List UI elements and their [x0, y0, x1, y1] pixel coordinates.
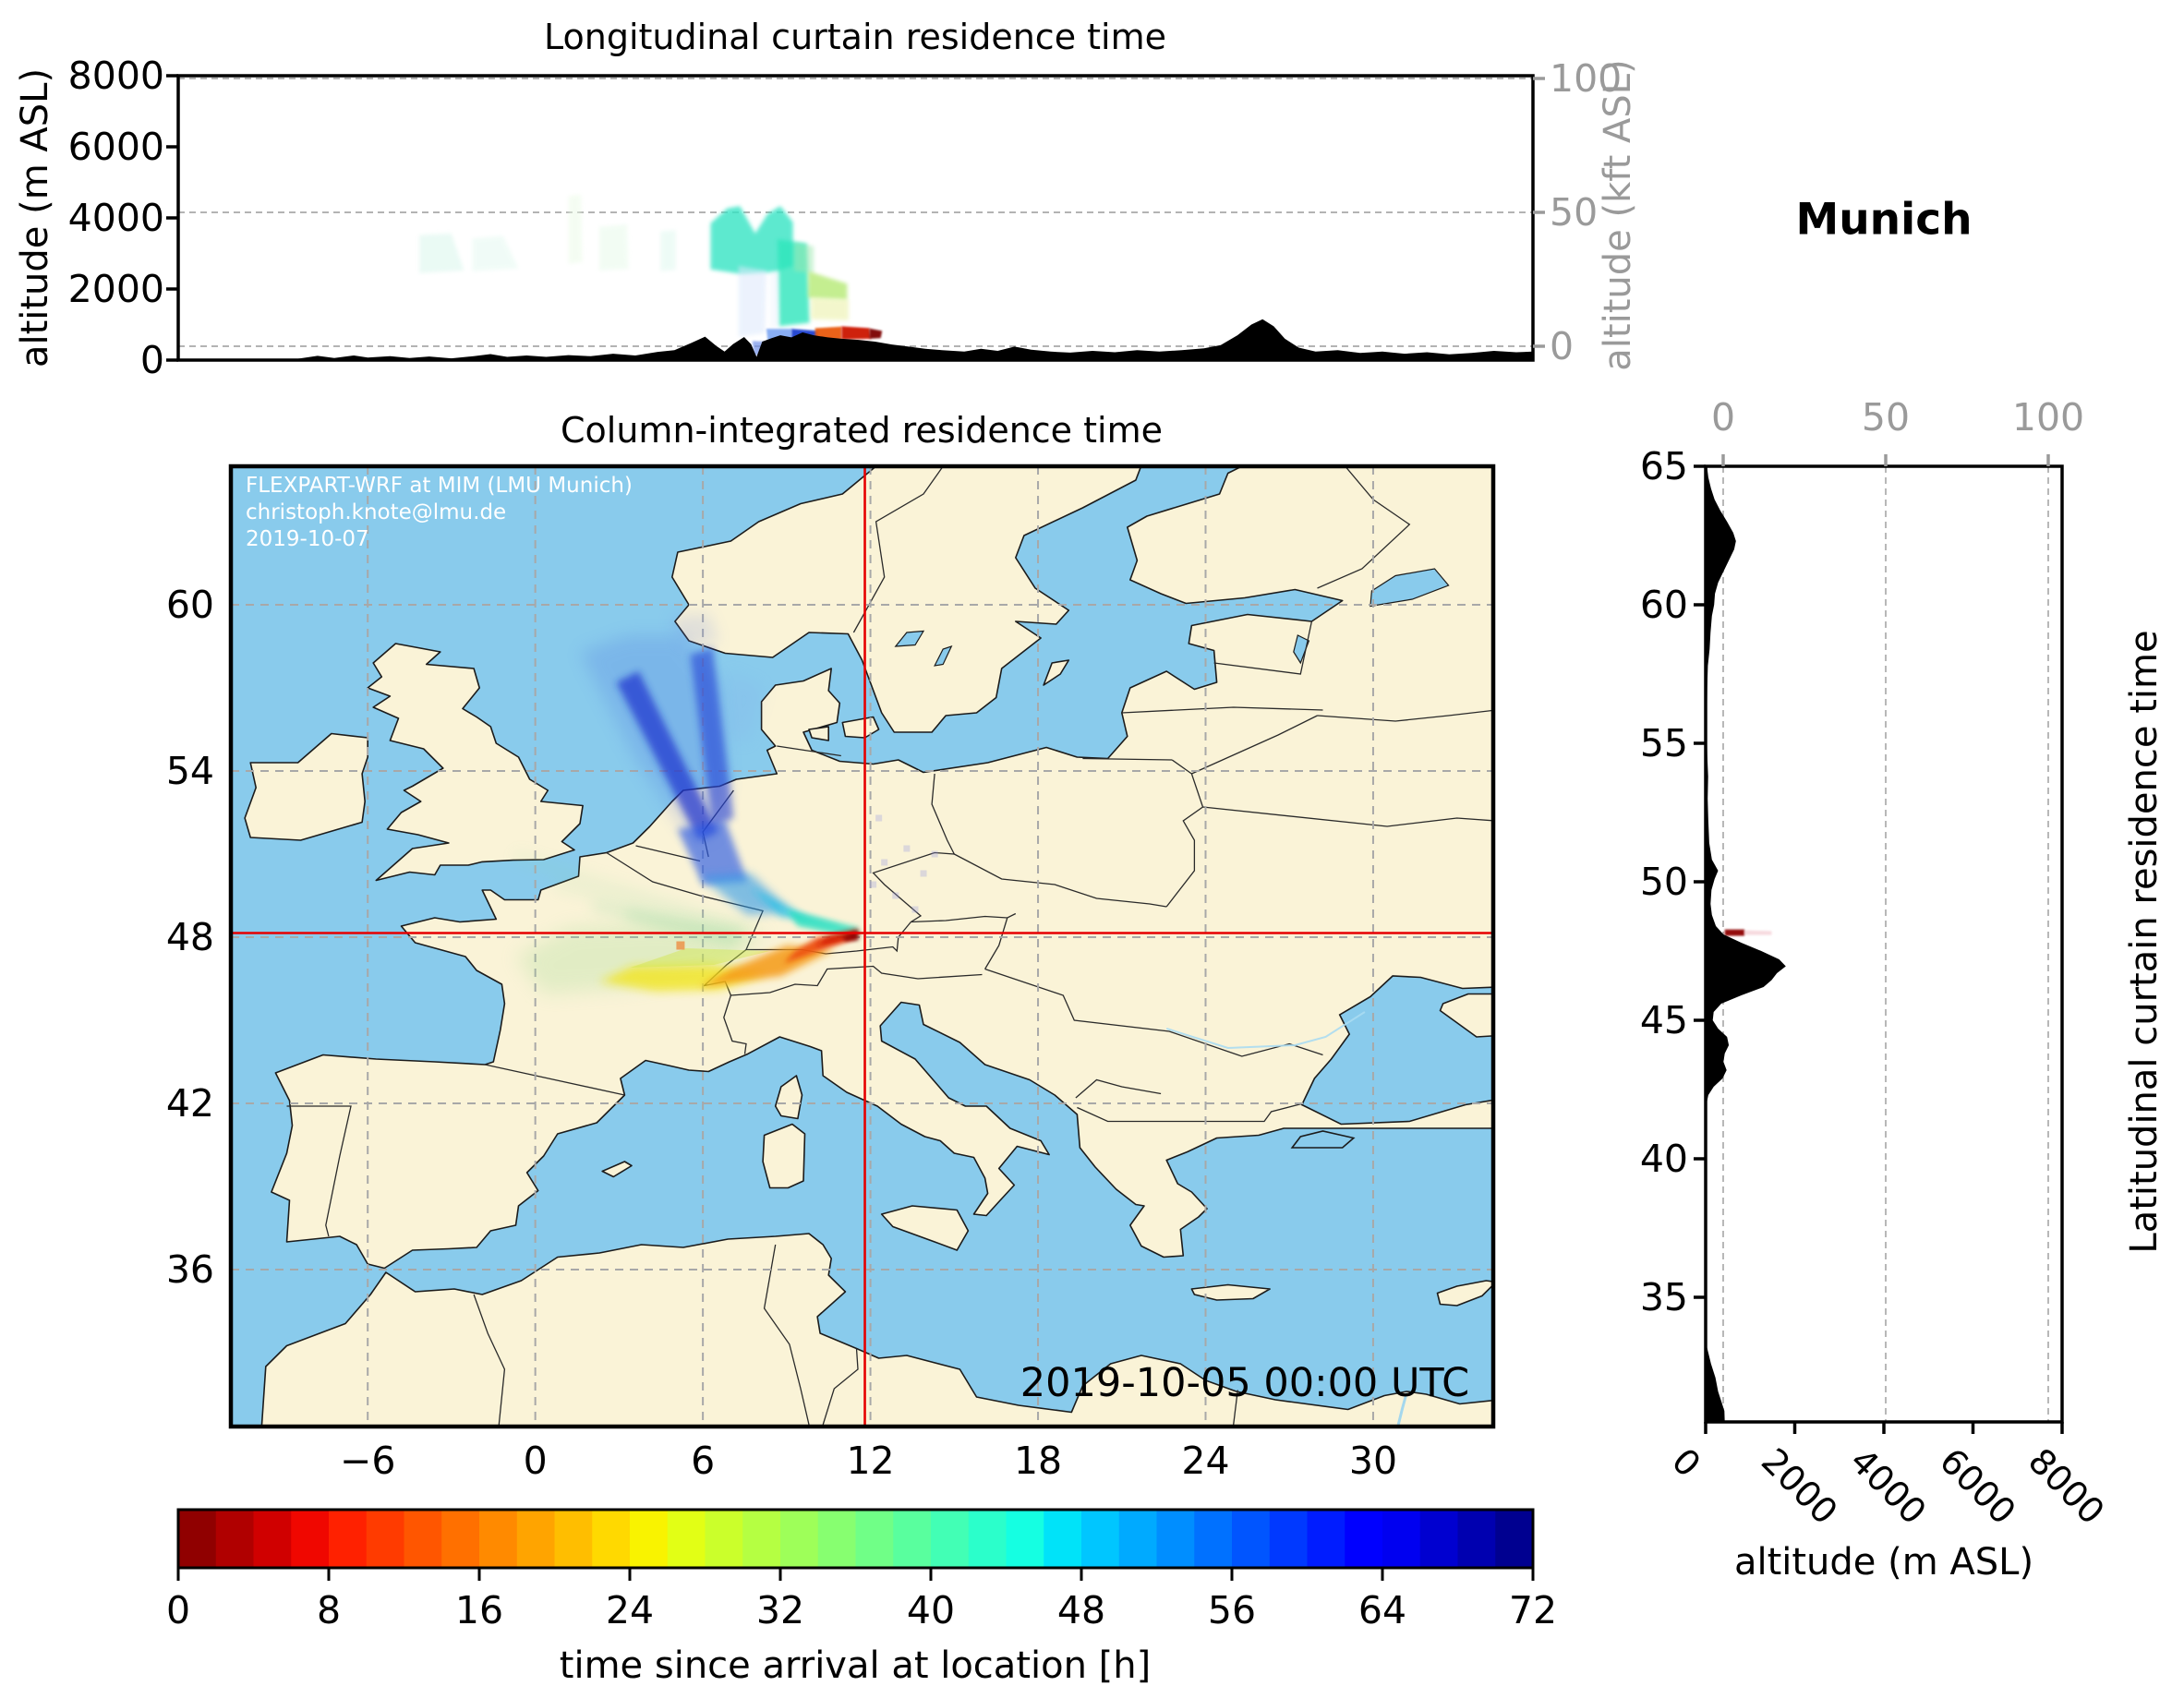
right-alt-tick-8000: 8000	[2020, 1440, 2113, 1533]
map-lon-tick-18: 18	[1013, 1439, 1063, 1483]
colorbar-tick-64: 64	[1357, 1588, 1407, 1632]
map-lon-tick-30: 30	[1348, 1439, 1398, 1483]
map-lon-tick-0: 0	[523, 1439, 548, 1483]
map-title: Column-integrated residence time	[561, 410, 1163, 451]
top-alt-tick-2000: 2000	[67, 267, 164, 311]
map-credit: FLEXPART-WRF at MIM (LMU Munich) christo…	[246, 473, 633, 553]
right-curtain-content	[1706, 466, 2049, 1422]
map-content	[231, 466, 1493, 1427]
map-lat-tick-54: 54	[165, 749, 214, 793]
map-landmasses	[244, 466, 1493, 1427]
map-credit-line1: FLEXPART-WRF at MIM (LMU Munich)	[246, 474, 633, 498]
right-kft-tick-100: 100	[2011, 395, 2085, 440]
map-panel	[228, 464, 1496, 1429]
right-kft-tick-0: 0	[1710, 395, 1736, 440]
right-panel-label: Latitudinal curtain residence time	[2123, 630, 2166, 1254]
right-lat-tick-35: 35	[1639, 1275, 1688, 1319]
right-lat-tick-50: 50	[1639, 860, 1688, 904]
map-border	[228, 464, 1496, 1429]
colorbar	[176, 1508, 1535, 1581]
top-panel-title: Longitudinal curtain residence time	[544, 17, 1166, 57]
map-lat-tick-60: 60	[165, 583, 214, 627]
top-alt-tick-6000: 6000	[67, 125, 164, 169]
top-alt-tick-4000: 4000	[67, 196, 164, 240]
right-lat-tick-65: 65	[1639, 444, 1688, 488]
right-alt-tick-0: 0	[1663, 1440, 1709, 1486]
colorbar-tick-32: 32	[755, 1588, 805, 1632]
right-lat-tick-40: 40	[1639, 1137, 1688, 1181]
map-timestamp: 2019-10-05 00:00 UTC	[1020, 1360, 1470, 1406]
map-lon-tick--6: −6	[339, 1439, 396, 1483]
colorbar-tick-56: 56	[1207, 1588, 1257, 1632]
right-curtain-panel	[1694, 454, 2064, 1434]
map-country-borders	[286, 466, 1493, 1426]
right-lat-tick-45: 45	[1639, 998, 1688, 1042]
map-lon-tick-24: 24	[1181, 1439, 1230, 1483]
map-lat-tick-48: 48	[165, 915, 214, 959]
colorbar-tick-8: 8	[316, 1588, 342, 1632]
right-lat-tick-60: 60	[1639, 583, 1688, 627]
map-credit-line2: christoph.knote@lmu.de	[246, 500, 507, 524]
receptor-crosshair	[231, 466, 1493, 1427]
top-terrain-profile	[178, 319, 1533, 360]
right-kft-tick-50: 50	[1861, 395, 1911, 440]
top-kft-tick-0: 0	[1550, 324, 1575, 368]
top-panel-ylabel-right: altitude (kft ASL)	[1597, 59, 1639, 371]
map-lon-tick-6: 6	[691, 1439, 716, 1483]
top-kft-tick-100: 100	[1550, 56, 1623, 101]
map-lat-tick-42: 42	[165, 1081, 214, 1126]
map-lon-tick-12: 12	[846, 1439, 895, 1483]
map-residence-plume	[513, 613, 938, 994]
colorbar-tick-48: 48	[1056, 1588, 1106, 1632]
colorbar-tick-40: 40	[906, 1588, 956, 1632]
top-panel-ylabel-left: altitude (m ASL)	[14, 67, 56, 368]
colorbar-title: time since arrival at location [h]	[559, 1644, 1152, 1687]
top-kft-tick-50: 50	[1550, 190, 1599, 235]
top-alt-tick-0: 0	[139, 338, 164, 382]
colorbar-tick-24: 24	[605, 1588, 655, 1632]
receptor-title: Munich	[1795, 194, 1973, 246]
map-seas	[1290, 975, 1493, 1149]
right-terrain-profile	[1706, 466, 1786, 1422]
right-lat-tick-55: 55	[1639, 721, 1688, 765]
map-lat-tick-36: 36	[165, 1247, 214, 1292]
colorbar-tick-16: 16	[454, 1588, 504, 1632]
top-curtain-panel	[166, 74, 1545, 362]
colorbar-tick-72: 72	[1508, 1588, 1558, 1632]
map-credit-line3: 2019-10-07	[246, 527, 369, 551]
right-panel-xlabel: altitude (m ASL)	[1733, 1541, 2034, 1584]
top-curtain-content	[178, 78, 1533, 360]
colorbar-tick-0: 0	[165, 1588, 191, 1632]
top-alt-tick-8000: 8000	[67, 54, 164, 98]
